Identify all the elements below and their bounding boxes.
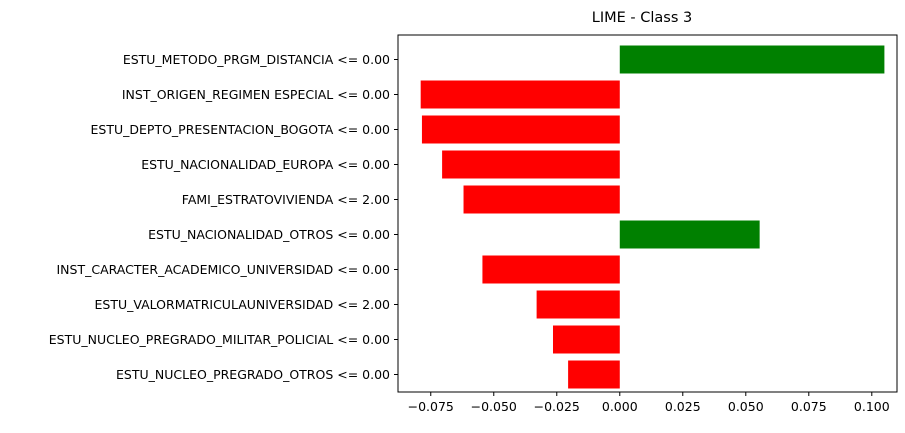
y-tick-label: ESTU_METODO_PRGM_DISTANCIA <= 0.00 [123,52,390,67]
x-axis-ticks: −0.075 −0.050 −0.025 0.000 0.025 0.050 0.075 0.… [408,392,890,414]
y-tick-label: ESTU_VALORMATRICULAUNIVERSIDAD <= 2.00 [94,297,390,312]
bar-8 [552,325,620,354]
y-tick-label: ESTU_NUCLEO_PREGRADO_MILITAR_POLICIAL <=… [49,332,390,347]
y-tick-label: ESTU_NACIONALIDAD_EUROPA <= 0.00 [141,157,390,172]
x-tick-label: 0.025 [665,399,701,414]
bar-2 [421,115,620,144]
y-tick-label: INST_ORIGEN_REGIMEN ESPECIAL <= 0.00 [122,87,390,102]
y-tick-label: ESTU_NACIONALIDAD_OTROS <= 0.00 [148,227,390,242]
y-tick-label: ESTU_NUCLEO_PREGRADO_OTROS <= 0.00 [116,367,390,382]
bar-4 [463,185,620,214]
bar-6 [482,255,620,284]
bar-0 [619,45,885,74]
x-tick-label: 0.000 [602,399,638,414]
x-tick-label: 0.100 [854,399,890,414]
y-axis-ticks: ESTU_METODO_PRGM_DISTANCIA <= 0.00 INST_O… [49,52,398,382]
x-tick-label: −0.050 [471,399,517,414]
y-tick-label: FAMI_ESTRATOVIVIENDA <= 2.00 [182,192,390,207]
plot-frame [397,34,898,393]
bar-9 [568,360,620,389]
y-tick-label: ESTU_DEPTO_PRESENTACION_BOGOTA <= 0.00 [91,122,391,137]
bar-7 [536,290,620,319]
bar-3 [442,150,620,179]
chart-title: LIME - Class 3 [592,10,692,26]
y-tick-label: INST_CARACTER_ACADEMICO_UNIVERSIDAD <= 0… [56,262,390,277]
bars-group [420,45,885,389]
x-tick-label: 0.075 [791,399,827,414]
bar-5 [619,220,760,249]
x-tick-label: −0.075 [408,399,454,414]
x-tick-label: −0.025 [534,399,580,414]
x-tick-label: 0.050 [728,399,764,414]
bar-1 [420,80,620,109]
